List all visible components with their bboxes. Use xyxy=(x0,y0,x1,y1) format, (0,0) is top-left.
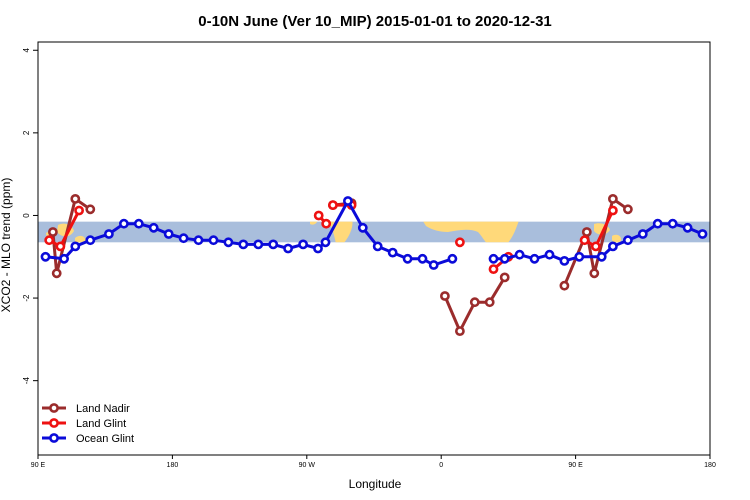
series-ocean-glint xyxy=(40,196,708,270)
ocean-glint-point xyxy=(387,247,398,258)
ocean-glint-point xyxy=(623,235,633,246)
ocean-glint-point xyxy=(313,243,323,254)
x-tick-label: 90 E xyxy=(31,462,46,469)
ocean-glint-point xyxy=(544,249,555,260)
land-nadir-point xyxy=(70,193,81,204)
ocean-glint-point xyxy=(529,253,540,264)
ocean-glint-point xyxy=(320,237,331,248)
ocean-glint-point xyxy=(372,241,383,252)
ocean-glint-point xyxy=(298,239,308,250)
ocean-glint-point xyxy=(574,251,585,262)
ocean-glint-point xyxy=(402,253,413,264)
ocean-glint-point xyxy=(652,218,663,229)
y-tick-label: 0 xyxy=(22,213,31,218)
ocean-glint-point xyxy=(119,218,129,229)
ocean-glint-point xyxy=(559,255,570,266)
y-tick-label: -2 xyxy=(22,294,31,302)
ocean-glint-point xyxy=(59,253,69,264)
ocean-glint-point xyxy=(637,229,648,239)
land-glint-point xyxy=(327,200,338,210)
ocean-glint-point xyxy=(596,251,607,262)
land-shape xyxy=(423,221,519,243)
x-tick-label: 90 E xyxy=(568,462,583,469)
land-shape xyxy=(310,221,318,225)
land-glint-point xyxy=(454,237,465,248)
ocean-glint-point xyxy=(85,235,96,246)
x-tick-label: 0 xyxy=(439,462,443,469)
land-glint-point xyxy=(579,235,590,246)
land-shape xyxy=(612,234,622,243)
land-glint-point xyxy=(74,205,84,216)
x-axis-label: Longitude xyxy=(349,477,402,491)
legend-label-ocean-glint: Ocean Glint xyxy=(76,433,134,445)
ocean-glint-point xyxy=(193,235,204,246)
ocean-glint-point xyxy=(488,253,499,264)
y-tick-label: 4 xyxy=(22,47,31,52)
land-glint-point xyxy=(313,210,324,221)
ocean-glint-point xyxy=(133,218,144,229)
ocean-glint-point xyxy=(357,222,368,233)
chart-title: 0-10N June (Ver 10_MIP) 2015-01-01 to 20… xyxy=(198,13,552,30)
ocean-glint-line xyxy=(44,199,454,267)
land-nadir-point xyxy=(454,326,465,336)
ocean-glint-point xyxy=(163,229,174,239)
land-glint-point xyxy=(488,264,499,274)
legend-marker-ocean-glint xyxy=(49,433,59,443)
ocean-band xyxy=(38,221,710,243)
ocean-glint-point xyxy=(238,239,249,250)
ocean-glint-point xyxy=(697,229,708,239)
land-shape xyxy=(75,235,86,243)
land-nadir-point xyxy=(51,268,62,279)
ocean-glint-point xyxy=(514,249,525,260)
land-nadir-point xyxy=(559,280,570,291)
land-nadir-point xyxy=(589,268,600,279)
ocean-glint-point xyxy=(148,222,159,233)
legend-marker-land-nadir xyxy=(49,403,59,413)
x-tick-label: 180 xyxy=(704,462,716,469)
land-nadir-point xyxy=(469,297,480,308)
land-nadir-point xyxy=(439,291,450,301)
plot-frame xyxy=(37,41,711,456)
land-glint-point xyxy=(590,241,601,252)
legend-label-land-glint: Land Glint xyxy=(76,418,126,430)
x-tick-label: 90 W xyxy=(299,462,316,469)
ocean-glint-point xyxy=(40,251,51,262)
ocean-glint-point xyxy=(253,239,264,250)
legend-marker-land-glint xyxy=(49,418,59,428)
ocean-glint-point xyxy=(268,239,279,250)
land-nadir-point xyxy=(608,193,618,204)
ocean-glint-point xyxy=(682,222,693,233)
ocean-glint-point xyxy=(499,253,510,264)
land-nadir-point xyxy=(499,272,510,283)
ocean-glint-point xyxy=(223,237,234,248)
land-glint-point xyxy=(321,218,332,229)
land-glint-point xyxy=(55,241,66,252)
y-tick-label: -4 xyxy=(22,377,31,385)
land-glint-point xyxy=(608,205,618,216)
ocean-glint-point xyxy=(178,233,189,244)
plot-area: -4 -2 0 2 4 90 E 180 90 W 0 90 E 180 Land Nadir Land… xyxy=(22,41,716,469)
ocean-glint-point xyxy=(608,241,618,252)
land-nadir-point xyxy=(484,297,495,308)
land-glint-point xyxy=(44,235,55,246)
ocean-glint-point xyxy=(417,253,428,264)
land-nadir-point xyxy=(581,227,592,237)
ocean-glint-point xyxy=(342,196,353,206)
ocean-glint-point xyxy=(70,241,81,252)
y-tick-label: 2 xyxy=(22,130,31,135)
land-nadir-point xyxy=(623,204,633,215)
land-nadir-point xyxy=(48,227,58,237)
y-axis-label: XCO2 - MLO trend (ppm) xyxy=(0,178,13,313)
ocean-glint-point xyxy=(104,229,114,239)
ocean-glint-point xyxy=(667,218,678,229)
ocean-glint-point xyxy=(447,253,458,264)
legend-label-land-nadir: Land Nadir xyxy=(76,403,130,415)
ocean-glint-point xyxy=(428,260,439,270)
ocean-glint-point xyxy=(283,243,293,254)
x-tick-label: 180 xyxy=(167,462,179,469)
land-nadir-point xyxy=(85,204,96,215)
ocean-glint-point xyxy=(208,235,219,246)
